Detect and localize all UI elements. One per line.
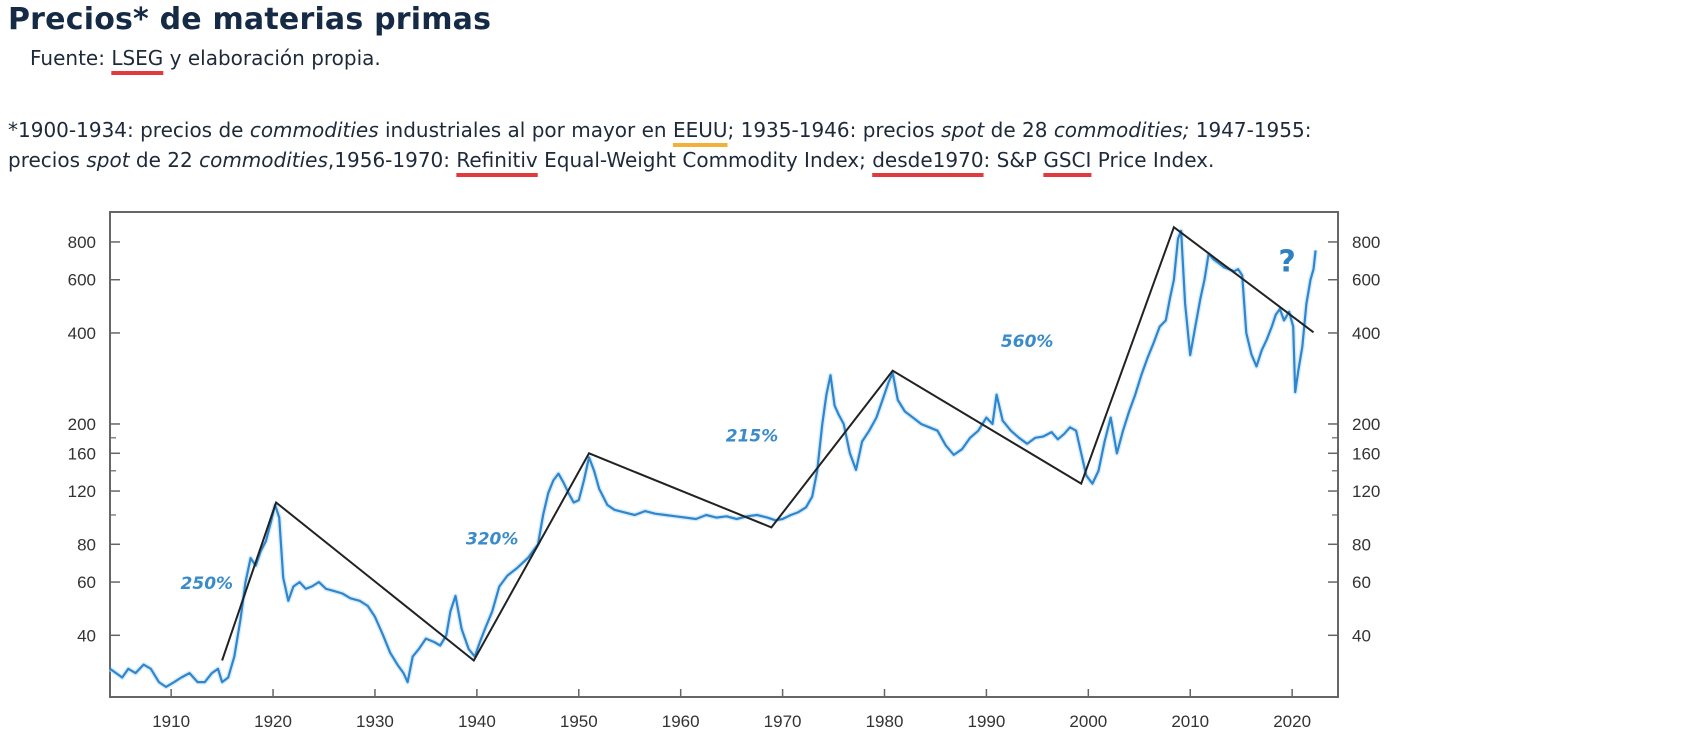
footnote-run: ,1956-1970: [327, 148, 457, 172]
x-tick-label: 1960 [662, 712, 700, 731]
footnote-run: industriales al por mayor en [378, 118, 673, 142]
series-glow [108, 228, 1319, 690]
x-tick-label: 1970 [764, 712, 802, 731]
y-tick-label-right: 160 [1352, 444, 1380, 463]
footnote-run: desde1970 [872, 148, 984, 172]
percent-annotation: 215% [726, 427, 779, 447]
footnote-run: spot [941, 118, 985, 142]
percent-annotation: 250% [181, 574, 234, 594]
source-highlight: LSEG [111, 46, 164, 70]
x-tick-label: 1980 [866, 712, 904, 731]
page-title: Precios* de materias primas [8, 2, 492, 37]
x-tick-label: 1990 [968, 712, 1006, 731]
x-tick-label: 2000 [1069, 712, 1107, 731]
x-tick-label: 2020 [1273, 712, 1311, 731]
y-tick-label-left: 40 [77, 626, 96, 645]
annotation-layer: 250% 320% 215% 560%? [181, 244, 1296, 594]
footnote-run: EEUU [672, 118, 728, 142]
y-tick-label-right: 600 [1352, 271, 1380, 290]
y-tick-label-left: 80 [77, 535, 96, 554]
series-layer [108, 228, 1319, 690]
y-tick-label-right: 200 [1352, 415, 1380, 434]
footnote: *1900-1934: precios de commodities indus… [8, 115, 1311, 175]
source-line: Fuente: LSEG y elaboración propia. [30, 46, 381, 70]
axes: 1910 1920 1930 1940 1950 1960 1970 1980 1990 2000… [68, 211, 1380, 731]
x-tick-label: 1920 [254, 712, 292, 731]
percent-annotation: 320% [466, 529, 519, 549]
percent-annotation: 560% [1001, 332, 1054, 352]
question-mark-annotation: ? [1278, 244, 1295, 279]
y-tick-label-right: 400 [1352, 324, 1380, 343]
source-prefix: Fuente: [30, 46, 112, 70]
x-tick-label: 1930 [356, 712, 394, 731]
y-tick-label-left: 600 [68, 271, 96, 290]
y-tick-label-left: 120 [68, 482, 96, 501]
footnote-run: GSCI [1043, 148, 1092, 172]
footnote-run: precios [8, 148, 87, 172]
plot-frame [109, 211, 1339, 698]
footnote-run: commodities [249, 118, 379, 142]
x-tick-label: 1950 [560, 712, 598, 731]
y-tick-label-left: 800 [68, 233, 96, 252]
footnote-run: *1900-1934: precios de [8, 118, 250, 142]
y-tick-label-right: 60 [1352, 573, 1371, 592]
footnote-run: Equal-Weight Commodity Index; [537, 148, 873, 172]
y-tick-label-left: 200 [68, 415, 96, 434]
footnote-run: Refinitiv [456, 148, 538, 172]
source-suffix: y elaboración propia. [163, 46, 381, 70]
footnote-line-1: *1900-1934: precios de commodities indus… [8, 115, 1311, 145]
footnote-run: Price Index. [1091, 148, 1215, 172]
footnote-run: : S&P [983, 148, 1044, 172]
x-tick-label: 1910 [152, 712, 190, 731]
x-tick-label: 2010 [1171, 712, 1209, 731]
y-tick-label-left: 60 [77, 573, 96, 592]
footnote-run: de 28 [984, 118, 1054, 142]
trend-layer [221, 225, 1315, 663]
series-line [109, 229, 1317, 689]
footnote-run: spot [86, 148, 130, 172]
y-tick-label-right: 120 [1352, 482, 1380, 501]
footnote-run: de 22 [129, 148, 200, 172]
trend-line [221, 225, 1315, 663]
footnote-run: commodities; [1053, 118, 1190, 142]
y-tick-label-right: 80 [1352, 535, 1371, 554]
footnote-line-2: precios spot de 22 commodities,1956-1970… [8, 145, 1311, 175]
y-tick-label-right: 40 [1352, 626, 1371, 645]
y-tick-label-left: 160 [68, 444, 96, 463]
footnote-run: 1947-1955: [1189, 118, 1312, 142]
y-tick-label-right: 800 [1352, 233, 1380, 252]
x-tick-label: 1940 [458, 712, 496, 731]
footnote-run: ; 1935-1946: precios [727, 118, 942, 142]
footnote-run: commodities [199, 148, 328, 172]
y-tick-label-left: 400 [68, 324, 96, 343]
